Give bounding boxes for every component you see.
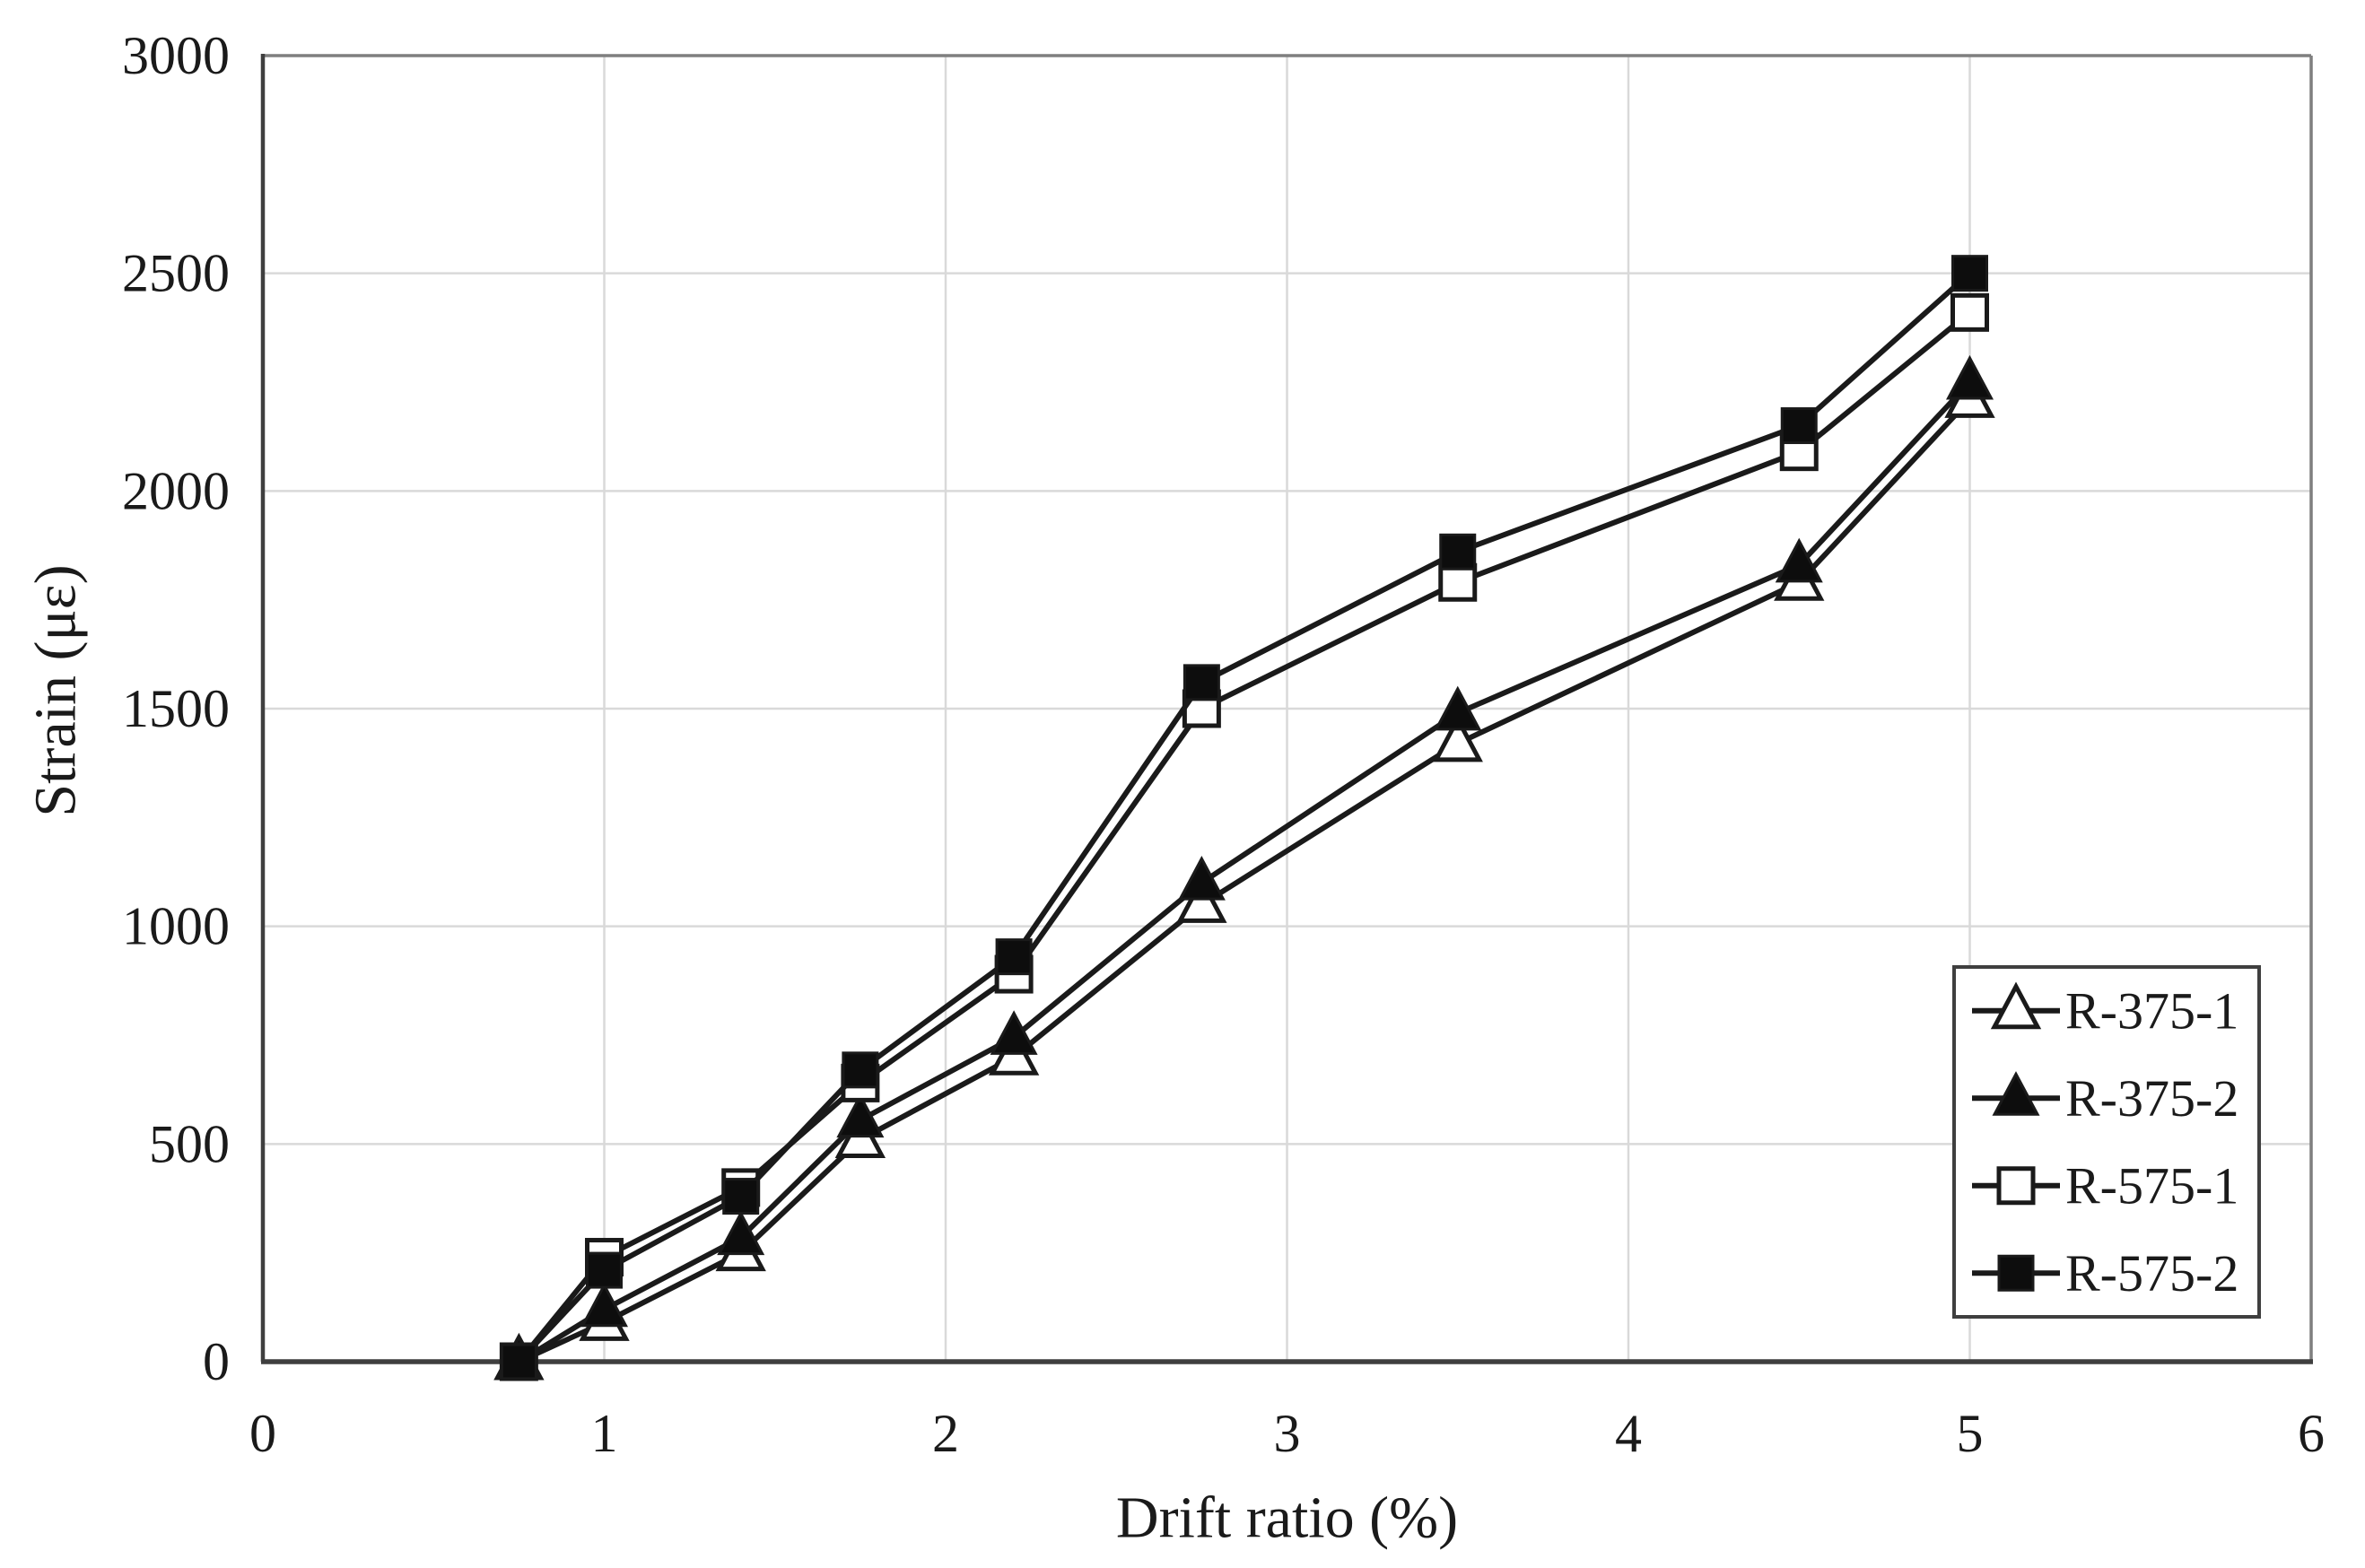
triangle-filled-marker bbox=[580, 1282, 628, 1328]
y-tick-label-0: 0 bbox=[203, 1332, 230, 1391]
y-axis-title: Strain (με) bbox=[23, 564, 89, 816]
square-filled-marker bbox=[1780, 407, 1818, 445]
square-filled-marker bbox=[995, 938, 1033, 976]
legend-entry-R-375-1: R-375-1 bbox=[1972, 981, 2238, 1040]
square-filled-marker bbox=[586, 1251, 623, 1289]
square-filled-marker bbox=[1439, 533, 1477, 571]
triangle-filled-marker bbox=[1992, 1071, 2040, 1116]
triangle-filled-marker bbox=[1775, 537, 1823, 583]
x-axis-title: Drift ratio (%) bbox=[1116, 1485, 1458, 1551]
y-tick-label-500: 500 bbox=[149, 1114, 230, 1173]
square-filled-marker bbox=[722, 1178, 760, 1215]
triangle-open-marker bbox=[1432, 714, 1483, 762]
series-R-575-2 bbox=[500, 255, 1988, 1381]
square-filled-marker bbox=[500, 1343, 537, 1381]
x-tick-label-4: 4 bbox=[1615, 1404, 1642, 1463]
square-filled-marker bbox=[842, 1051, 879, 1089]
y-tick-label-2500: 2500 bbox=[122, 244, 230, 303]
x-tick-label-5: 5 bbox=[1957, 1404, 1984, 1463]
legend-entry-R-375-2: R-375-2 bbox=[1972, 1069, 2238, 1128]
square-filled-marker bbox=[1182, 664, 1220, 701]
legend-entry-R-575-1: R-575-1 bbox=[1972, 1156, 2238, 1215]
x-tick-label-2: 2 bbox=[932, 1404, 959, 1463]
y-tick-label-3000: 3000 bbox=[122, 26, 230, 85]
triangle-filled-marker bbox=[1434, 685, 1482, 731]
y-tick-label-1000: 1000 bbox=[122, 897, 230, 956]
legend-label-R-375-2: R-375-2 bbox=[2065, 1069, 2238, 1128]
triangle-filled-marker bbox=[990, 1010, 1038, 1055]
triangle-open-marker bbox=[1176, 875, 1227, 923]
legend-label-R-575-1: R-575-1 bbox=[2065, 1156, 2238, 1215]
square-filled-marker bbox=[1997, 1254, 2035, 1292]
legend-label-R-375-1: R-375-1 bbox=[2065, 981, 2238, 1040]
square-open-marker bbox=[1996, 1166, 2036, 1206]
square-open-marker bbox=[1950, 292, 1989, 332]
y-tick-label-2000: 2000 bbox=[122, 461, 230, 520]
y-tick-label-1500: 1500 bbox=[122, 679, 230, 738]
triangle-filled-marker bbox=[1946, 354, 1994, 400]
x-tick-label-0: 0 bbox=[249, 1404, 276, 1463]
triangle-open-marker bbox=[1990, 981, 2042, 1030]
triangle-filled-marker bbox=[1177, 855, 1226, 901]
triangle-filled-marker bbox=[836, 1093, 885, 1138]
triangle-filled-marker bbox=[717, 1210, 765, 1256]
square-open-marker bbox=[1438, 562, 1478, 602]
x-tick-label-3: 3 bbox=[1274, 1404, 1301, 1463]
legend-entry-R-575-2: R-575-2 bbox=[1972, 1244, 2238, 1302]
legend-label-R-575-2: R-575-2 bbox=[2065, 1244, 2238, 1302]
square-filled-marker bbox=[1951, 255, 1988, 292]
x-tick-label-1: 1 bbox=[591, 1404, 618, 1463]
x-tick-label-6: 6 bbox=[2298, 1404, 2325, 1463]
